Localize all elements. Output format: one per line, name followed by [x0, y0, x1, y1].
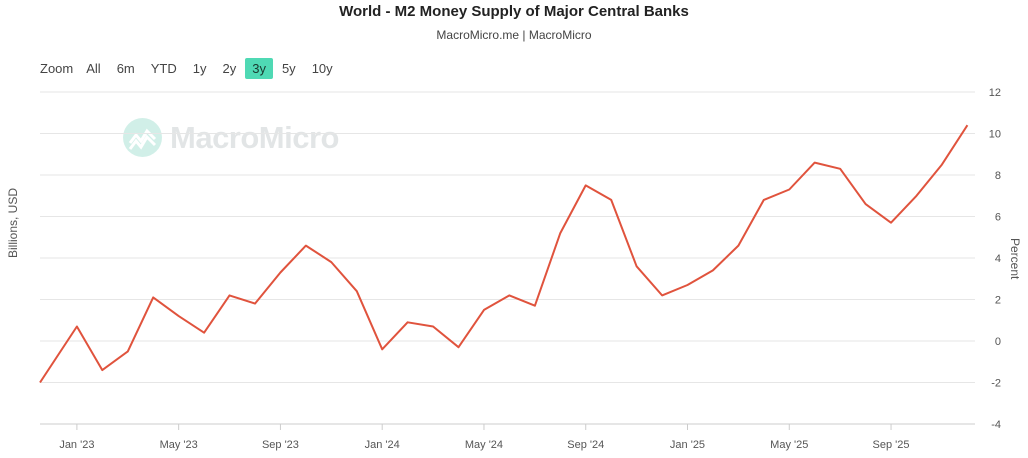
y-tick-label: 2 [995, 295, 1001, 307]
x-tick-label: Sep '24 [567, 439, 604, 451]
zoom-6m-button[interactable]: 6m [116, 61, 135, 76]
y-tick-label: 10 [989, 129, 1001, 141]
x-tick-label: Sep '23 [262, 439, 299, 451]
y-tick-label: 4 [995, 253, 1001, 265]
watermark-logo-icon [123, 118, 162, 157]
x-tick-label: May '25 [770, 439, 808, 451]
y-axis-right-title: Percent [1008, 238, 1022, 280]
chart-title: World - M2 Money Supply of Major Central… [339, 3, 689, 20]
y-axis-left-title: Billions, USD [6, 187, 20, 258]
y-tick-label: -2 [991, 378, 1001, 390]
zoom-label: Zoom [40, 61, 74, 76]
watermark: MacroMicro [123, 118, 339, 157]
zoom-2y-button[interactable]: 2y [222, 61, 237, 76]
zoom-all-button[interactable]: All [86, 61, 101, 76]
y-tick-label: 8 [995, 170, 1001, 182]
x-tick-label: Jan '24 [365, 439, 400, 451]
x-tick-label: May '23 [160, 439, 198, 451]
x-tick-label: Jan '25 [670, 439, 705, 451]
zoom-bar: Zoom All 6m YTD 1y 2y 3y 5y 10y [34, 57, 342, 80]
zoom-ytd-button[interactable]: YTD [150, 61, 177, 76]
y-tick-label: -4 [991, 419, 1001, 431]
y-tick-label: 12 [989, 87, 1001, 99]
x-tick-label: Sep '25 [873, 439, 910, 451]
watermark-text: MacroMicro [170, 119, 339, 155]
zoom-1y-button[interactable]: 1y [192, 61, 207, 76]
zoom-5y-button[interactable]: 5y [281, 61, 296, 76]
x-tick-label: Jan '23 [59, 439, 94, 451]
series-line [39, 124, 969, 384]
zoom-10y-button[interactable]: 10y [311, 61, 333, 76]
y-tick-label: 6 [995, 212, 1001, 224]
zoom-3y-button[interactable]: 3y [245, 58, 273, 79]
chart-subtitle: MacroMicro.me | MacroMicro [436, 28, 592, 42]
y-tick-label: 0 [995, 336, 1001, 348]
x-tick-label: May '24 [465, 439, 503, 451]
